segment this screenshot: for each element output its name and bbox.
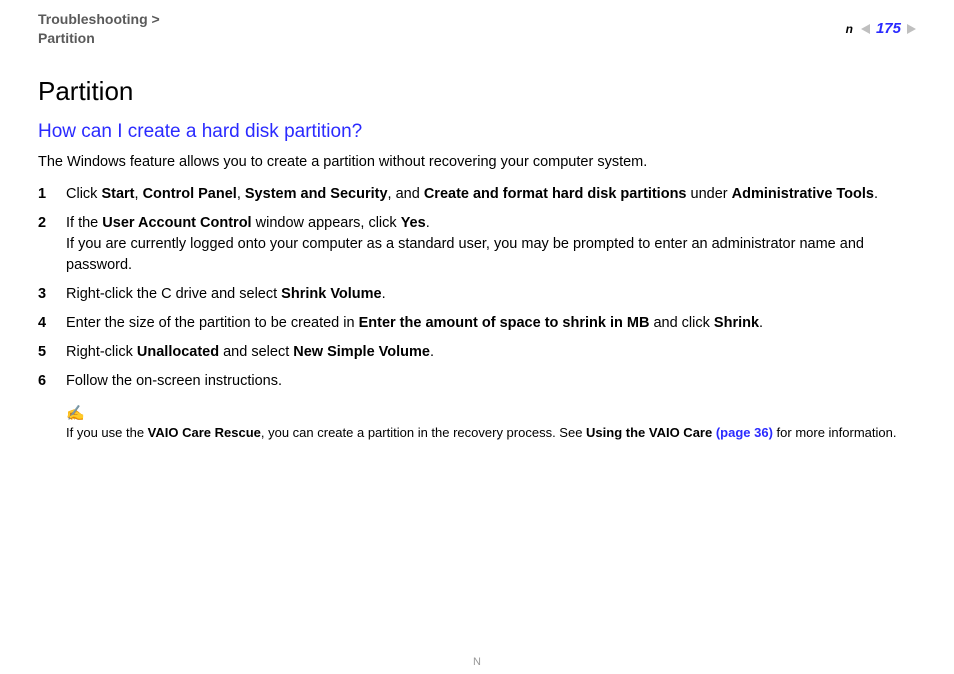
- step-text: Follow the on-screen instructions.: [66, 373, 282, 389]
- intro-paragraph: The Windows feature allows you to create…: [38, 153, 916, 173]
- note-bold: Using the VAIO Care: [586, 425, 716, 440]
- step-text: Click: [66, 186, 101, 202]
- step-text: ,: [237, 186, 245, 202]
- step-1: Click Start, Control Panel, System and S…: [38, 184, 916, 205]
- step-bold: Shrink: [714, 315, 759, 331]
- step-text: Right-click: [66, 344, 137, 360]
- step-bold: Enter the amount of space to shrink in M…: [359, 315, 650, 331]
- step-text: .: [874, 186, 878, 202]
- breadcrumb: Troubleshooting > Partition: [38, 10, 160, 48]
- page-number: 175: [876, 20, 901, 37]
- page-title: Partition: [38, 76, 916, 107]
- step-bold: System and Security: [245, 186, 388, 202]
- step-bold: Create and format hard disk partitions: [424, 186, 687, 202]
- step-text: ,: [135, 186, 143, 202]
- step-text: and select: [219, 344, 293, 360]
- next-page-icon[interactable]: [907, 24, 916, 34]
- note-link[interactable]: (page 36): [716, 425, 773, 440]
- footer-mark: N: [473, 656, 481, 668]
- section-heading: How can I create a hard disk partition?: [38, 121, 916, 143]
- step-text: If you are currently logged onto your co…: [66, 236, 864, 273]
- step-4: Enter the size of the partition to be cr…: [38, 313, 916, 334]
- step-text: .: [426, 215, 430, 231]
- step-text: , and: [388, 186, 424, 202]
- step-text: If the: [66, 215, 102, 231]
- note-part: If you use the: [66, 425, 148, 440]
- step-bold: Unallocated: [137, 344, 219, 360]
- step-2: If the User Account Control window appea…: [38, 213, 916, 276]
- step-6: Follow the on-screen instructions.: [38, 371, 916, 392]
- step-text: Enter the size of the partition to be cr…: [66, 315, 359, 331]
- note-part: for more information.: [773, 425, 897, 440]
- step-bold: Yes: [401, 215, 426, 231]
- step-bold: Shrink Volume: [281, 286, 381, 302]
- note-text: If you use the VAIO Care Rescue, you can…: [66, 424, 916, 442]
- note-part: , you can create a partition in the reco…: [261, 425, 586, 440]
- prev-page-icon[interactable]: [861, 24, 870, 34]
- step-bold: User Account Control: [102, 215, 251, 231]
- step-text: under: [687, 186, 732, 202]
- steps-list: Click Start, Control Panel, System and S…: [38, 184, 916, 392]
- breadcrumb-line1: Troubleshooting >: [38, 11, 160, 27]
- note-bold: VAIO Care Rescue: [148, 425, 261, 440]
- page-header: Troubleshooting > Partition n 175: [38, 10, 916, 48]
- step-bold: Start: [101, 186, 134, 202]
- step-text: window appears, click: [252, 215, 401, 231]
- step-3: Right-click the C drive and select Shrin…: [38, 284, 916, 305]
- step-text: .: [382, 286, 386, 302]
- breadcrumb-line2: Partition: [38, 30, 95, 46]
- page-nav: n 175: [846, 20, 916, 37]
- step-text: and click: [649, 315, 713, 331]
- step-text: .: [759, 315, 763, 331]
- step-5: Right-click Unallocated and select New S…: [38, 342, 916, 363]
- page-container: Troubleshooting > Partition n 175 Partit…: [0, 0, 954, 674]
- note-icon: ✍: [66, 406, 916, 421]
- step-text: .: [430, 344, 434, 360]
- step-text: Right-click the C drive and select: [66, 286, 281, 302]
- step-bold: Administrative Tools: [732, 186, 874, 202]
- note-block: ✍ If you use the VAIO Care Rescue, you c…: [38, 406, 916, 442]
- step-bold: New Simple Volume: [293, 344, 430, 360]
- step-bold: Control Panel: [143, 186, 237, 202]
- page-n-label: n: [846, 22, 853, 36]
